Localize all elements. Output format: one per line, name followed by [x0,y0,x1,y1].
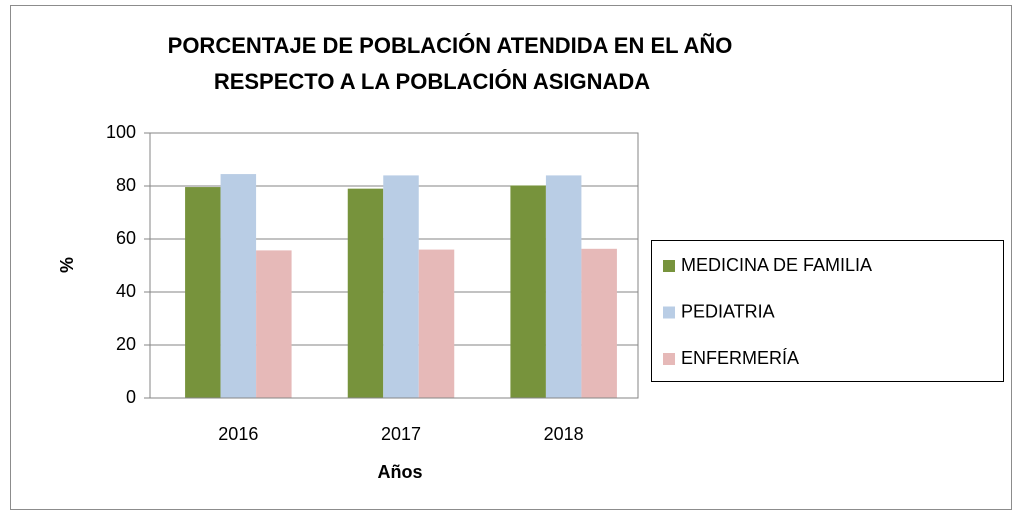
legend-label: MEDICINA DE FAMILIA [681,255,872,275]
x-tick-label: 2016 [218,424,258,444]
bar [581,248,617,398]
legend-label: PEDIATRIA [681,301,775,321]
bar [220,174,257,398]
legend-swatch [663,353,675,365]
bar [347,188,384,398]
x-axis-label: Años [378,462,423,482]
y-tick-label: 60 [116,228,136,248]
chart-title: RESPECTO A LA POBLACIÓN ASIGNADA [214,69,650,94]
bar [185,187,221,398]
legend-swatch [663,306,675,319]
bar [256,250,292,398]
y-tick-label: 0 [126,387,136,407]
y-tick-label: 20 [116,334,136,354]
legend-label: ENFERMERÍA [681,348,799,368]
bar [418,249,455,398]
y-tick-label: 80 [116,175,136,195]
x-tick-label: 2017 [381,424,421,444]
y-axis-label: % [57,257,77,273]
bar [383,175,419,398]
legend-box [651,240,1004,382]
x-tick-label: 2018 [544,424,584,444]
bar [510,185,546,398]
y-tick-label: 40 [116,281,136,301]
bar [545,175,582,398]
chart-title: PORCENTAJE DE POBLACIÓN ATENDIDA EN EL A… [168,33,733,58]
y-tick-label: 100 [106,122,136,142]
legend-swatch [663,260,675,272]
